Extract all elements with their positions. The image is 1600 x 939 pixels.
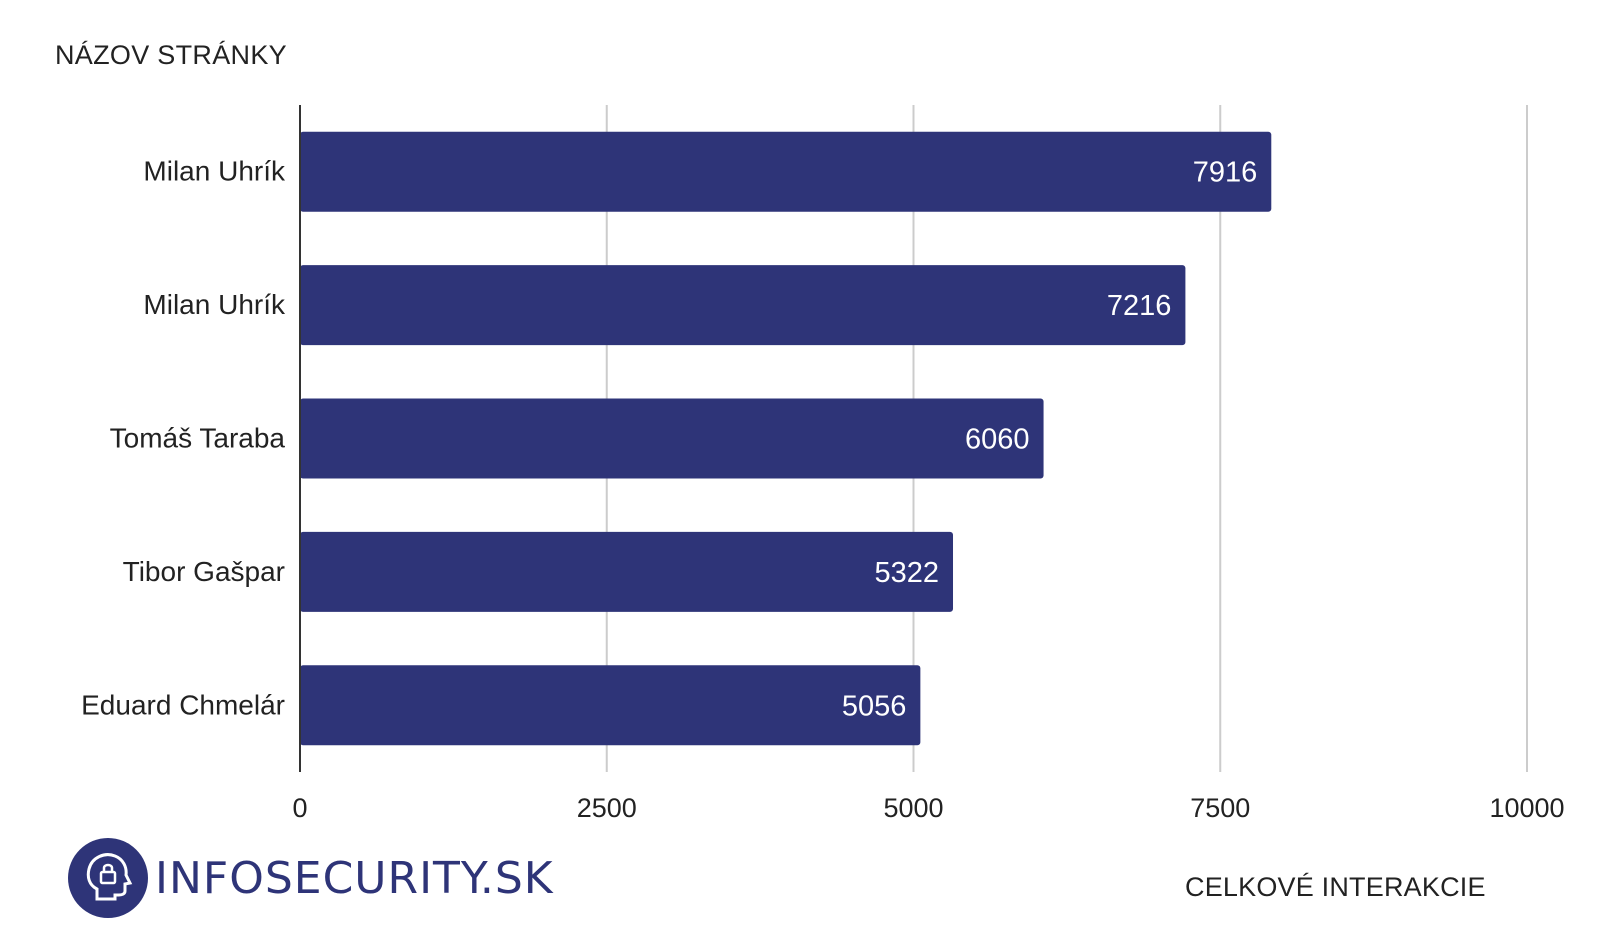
bar-2 (300, 398, 1044, 479)
x-tick-label-2: 5000 (883, 793, 943, 823)
y-axis-title: NÁZOV STRÁNKY (55, 40, 287, 70)
bar-0 (300, 131, 1272, 212)
bar-3 (300, 531, 954, 612)
data-label-2: 6060 (965, 424, 1030, 456)
x-axis-title: CELKOVÉ INTERAKCIE (1185, 872, 1486, 902)
data-label-3: 5322 (874, 557, 939, 589)
x-tick-label-1: 2500 (577, 793, 637, 823)
x-tick-label-4: 10000 (1489, 793, 1564, 823)
category-label-1: Milan Uhrík (143, 289, 286, 320)
x-tick-label-3: 7500 (1190, 793, 1250, 823)
x-tick-labels: 0 2500 5000 7500 10000 (292, 793, 1564, 823)
data-label-4: 5056 (842, 690, 907, 722)
bar-1 (300, 265, 1186, 346)
category-label-3: Tibor Gašpar (123, 556, 285, 587)
category-label-2: Tomáš Taraba (110, 423, 286, 454)
bars: 7916 7216 6060 5322 5056 (300, 131, 1272, 746)
category-labels: Milan Uhrík Milan Uhrík Tomáš Taraba Tibor … (81, 156, 286, 721)
x-tick-label-0: 0 (292, 793, 307, 823)
bar-4 (300, 665, 921, 746)
data-label-1: 7216 (1107, 290, 1172, 322)
category-label-4: Eduard Chmelár (81, 689, 285, 720)
data-label-0: 7916 (1193, 157, 1258, 189)
logo-text: INFOSECURITY.SK (155, 852, 554, 904)
head-lock-icon (68, 838, 148, 918)
brand-logo: INFOSECURITY.SK (67, 837, 554, 919)
category-label-0: Milan Uhrík (143, 156, 286, 187)
